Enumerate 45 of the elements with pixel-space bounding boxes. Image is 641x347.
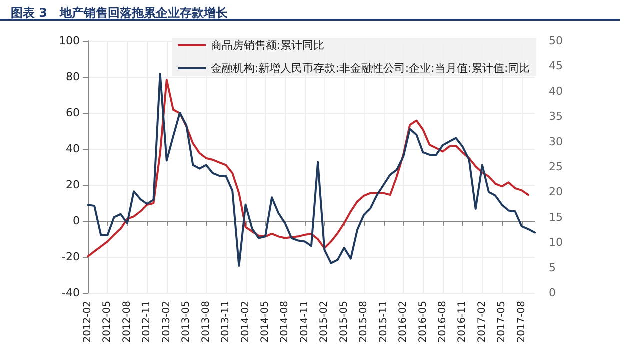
x-tick-label: 2017-08: [516, 301, 528, 343]
y-tick-label: 80: [66, 70, 80, 84]
y2-tick-label: 45: [549, 60, 563, 73]
x-tick-label: 2016-11: [457, 301, 468, 343]
x-tick-label: 2016-08: [437, 301, 448, 343]
x-tick-label: 2015-05: [338, 301, 350, 343]
x-tick-label: 2013-11: [220, 301, 232, 343]
y2-tick-label: 25: [549, 160, 563, 174]
x-tick-label: 2013-05: [181, 301, 192, 343]
x-tick-label: 2015-11: [378, 301, 390, 343]
x-tick-label: 2013-02: [161, 301, 172, 343]
x-tick-label: 2014-05: [260, 301, 271, 343]
y2-tick-label: 15: [549, 210, 563, 224]
x-tick-label: 2014-08: [280, 301, 291, 343]
y-tick-label: 40: [66, 142, 80, 156]
x-tick-label: 2012-08: [122, 301, 133, 343]
y2-tick-label: 35: [549, 110, 563, 124]
x-tick-label: 2012-05: [102, 301, 114, 343]
chart-title: 图表 3 地产销售回落拖累企业存款增长: [11, 6, 230, 20]
x-tick-label: 2013-08: [200, 301, 212, 343]
y-tick-label: 0: [73, 214, 80, 228]
x-tick-label: 2014-02: [240, 301, 252, 343]
y2-tick-label: 50: [549, 34, 563, 48]
x-tick-label: 2015-08: [358, 301, 370, 343]
y2-tick-label: 0: [549, 286, 556, 300]
x-tick-label: 2016-02: [398, 301, 410, 343]
y-tick-label: -20: [62, 250, 80, 264]
x-tick-label: 2015-02: [319, 301, 330, 343]
x-tick-label: 2012-11: [142, 301, 153, 343]
y-tick-label: 20: [66, 178, 80, 192]
x-tick-label: 2017-02: [476, 301, 488, 343]
y-tick-label: 60: [66, 106, 80, 120]
y2-tick-label: 40: [549, 84, 563, 98]
y2-tick-label: 20: [549, 186, 563, 199]
x-tick-label: 2016-05: [418, 301, 429, 343]
x-tick-label: 2014-11: [299, 301, 310, 343]
y-tick-label: 100: [59, 34, 80, 48]
x-tick-label: 2017-05: [496, 301, 508, 343]
y2-tick-label: 10: [549, 236, 563, 250]
legend-label: 商品房销售额:累计同比: [211, 39, 325, 52]
y-tick-label: -40: [62, 286, 80, 300]
x-tick-label: 2012-02: [82, 301, 94, 343]
legend-label: 金融机构:新增人民币存款:非金融性公司:企业:当月值:累计值:同比: [211, 62, 530, 75]
y2-tick-label: 5: [549, 261, 556, 274]
y2-tick-label: 30: [549, 135, 563, 148]
